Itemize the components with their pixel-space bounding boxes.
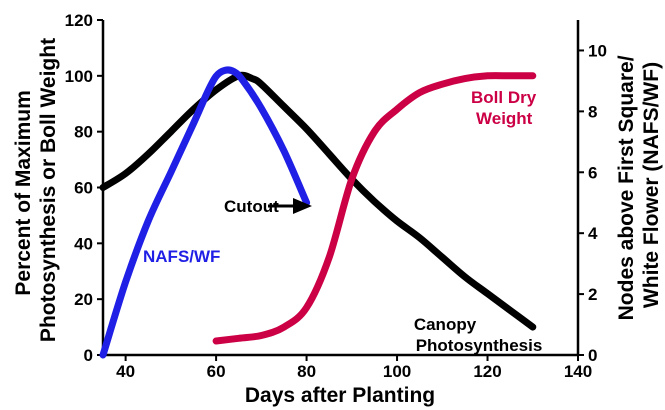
y-tick-label-right: 8 [588,102,597,121]
y-axis-title-right: Nodes above First Square/ White Flower (… [615,50,663,321]
y-axis-ticks-right: 0 2 4 6 8 10 [578,41,607,365]
y-tick-label-right: 0 [588,346,597,365]
x-tick-label: 60 [207,362,226,381]
y-tick-label-left: 100 [65,67,93,86]
boll-dry-weight-label-line2: Weight [476,109,533,128]
nafs-wf-label: NAFS/WF [143,247,220,266]
y-tick-label-right: 6 [588,163,597,182]
x-tick-label: 80 [297,362,316,381]
cutout-arrow-head [293,198,312,214]
cutout-annotation: Cutout [224,197,312,216]
y-tick-label-left: 0 [84,346,93,365]
canopy-photosynthesis-label-line2: Photosynthesis [416,336,543,355]
x-tick-label: 40 [116,362,135,381]
series-line-nafs-wf [99,66,311,359]
series-line-boll-dry-weight [212,72,537,345]
y-tick-label-left: 80 [74,123,93,142]
canopy-photosynthesis-label-line1: Canopy [414,315,477,334]
boll-dry-weight-label-line1: Boll Dry [471,88,537,107]
y-tick-label-right: 10 [588,41,607,60]
y-tick-label-left: 20 [74,290,93,309]
cutout-label: Cutout [224,197,279,216]
y-axis-title-left-line2: Photosynthesis or Boll Weight [37,38,60,342]
y-tick-label-left: 120 [65,11,93,30]
y-axis-title-right-line1: Nodes above First Square/ [615,55,638,320]
y-axis-title-left: Percent of Maximum Photosynthesis or Bol… [12,38,60,342]
series-line-canopy-photosynthesis [99,71,537,331]
x-tick-label: 140 [564,362,592,381]
y-tick-label-left: 60 [74,179,93,198]
y-axis-title-right-line2: White Flower (NAFS/WF) [640,62,663,308]
series-layer [99,66,537,359]
y-tick-label-right: 2 [588,285,597,304]
x-axis-title: Days after Planting [245,384,435,407]
y-tick-label-right: 4 [588,224,598,243]
y-tick-label-left: 40 [74,234,93,253]
y-axis-title-left-line1: Percent of Maximum [12,90,35,295]
x-tick-label: 120 [473,362,501,381]
x-axis-ticks: 40 60 80 100 120 140 [116,355,592,381]
y-axis-ticks-left: 0 20 40 60 80 100 120 [65,11,103,365]
x-tick-label: 100 [383,362,411,381]
